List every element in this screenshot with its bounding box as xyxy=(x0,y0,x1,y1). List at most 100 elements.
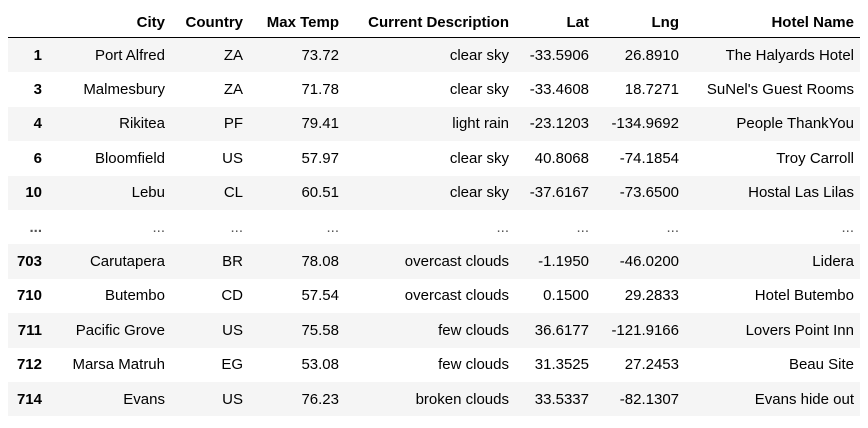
row-index: 10 xyxy=(25,184,42,202)
city-cell: Lebu xyxy=(131,184,165,202)
hotel-name-cell: Beau Site xyxy=(788,356,854,374)
lng-cell: -73.6500 xyxy=(619,184,679,202)
lat-cell: -33.5906 xyxy=(529,46,589,64)
max-temp-cell: 78.08 xyxy=(301,253,339,271)
table-row: 710 Butembo CD 57.54 overcast clouds 0.1… xyxy=(8,278,860,314)
hotel-name-column-header: Hotel Name xyxy=(685,7,860,38)
row-index: 3 xyxy=(33,81,42,99)
lat-cell: 0.1500 xyxy=(543,287,589,305)
lat-column-header: Lat xyxy=(515,7,595,38)
city-cell: Port Alfred xyxy=(94,46,165,64)
table-row: 4 Rikitea PF 79.41 light rain -23.1203 -… xyxy=(8,106,860,142)
table-row: 10 Lebu CL 60.51 clear sky -37.6167 -73.… xyxy=(8,175,860,210)
country-cell: ZA xyxy=(223,81,243,99)
dataframe-output: City Country Max Temp Current Descriptio… xyxy=(8,7,860,417)
max-temp-cell: 53.08 xyxy=(301,356,339,374)
country-cell: ZA xyxy=(223,46,243,64)
max-temp-cell: 57.54 xyxy=(301,287,339,305)
city-column-header: City xyxy=(56,7,171,38)
country-cell: US xyxy=(222,321,243,339)
description-cell: few clouds xyxy=(438,356,509,374)
lat-cell: 31.3525 xyxy=(534,356,589,374)
lng-cell: 29.2833 xyxy=(624,287,679,305)
lat-cell: -33.4608 xyxy=(529,81,589,99)
lng-cell: -74.1854 xyxy=(619,149,679,167)
index-column-header xyxy=(8,7,56,38)
row-index: 714 xyxy=(16,390,42,408)
table-row: 6 Bloomfield US 57.97 clear sky 40.8068 … xyxy=(8,141,860,176)
description-cell: clear sky xyxy=(449,149,509,167)
row-index: 712 xyxy=(16,356,42,374)
city-cell: Pacific Grove xyxy=(75,321,165,339)
country-cell: PF xyxy=(223,115,243,133)
table-row: 712 Marsa Matruh EG 53.08 few clouds 31.… xyxy=(8,347,860,382)
city-cell: Malmesbury xyxy=(83,81,165,99)
country-cell: BR xyxy=(222,253,243,271)
hotel-name-cell: Lovers Point Inn xyxy=(745,321,854,339)
lat-cell: -23.1203 xyxy=(529,115,589,133)
hotel-dataframe-table: City Country Max Temp Current Descriptio… xyxy=(8,7,860,417)
max-temp-cell: 76.23 xyxy=(301,390,339,408)
lat-cell: -1.1950 xyxy=(538,253,589,271)
city-cell: Evans xyxy=(123,390,165,408)
lng-cell: -121.9166 xyxy=(611,321,679,339)
max-temp-column-header: Max Temp xyxy=(249,7,345,38)
lng-cell: -46.0200 xyxy=(619,253,679,271)
city-cell: Bloomfield xyxy=(94,149,165,167)
table-row: 711 Pacific Grove US 75.58 few clouds 36… xyxy=(8,313,860,348)
description-cell: ... xyxy=(496,218,509,236)
lat-cell: 40.8068 xyxy=(534,149,589,167)
hotel-name-cell: Hostal Las Lilas xyxy=(748,184,854,202)
city-cell: Butembo xyxy=(104,287,165,305)
country-cell: US xyxy=(222,149,243,167)
country-cell: CL xyxy=(223,184,243,202)
description-cell: clear sky xyxy=(449,81,509,99)
hotel-name-cell: Hotel Butembo xyxy=(754,287,854,305)
row-index: 703 xyxy=(16,253,42,271)
hotel-name-cell: ... xyxy=(841,218,854,236)
city-cell: ... xyxy=(152,218,165,236)
description-cell: clear sky xyxy=(449,46,509,64)
table-row: 3 Malmesbury ZA 71.78 clear sky -33.4608… xyxy=(8,72,860,107)
hotel-name-cell: Evans hide out xyxy=(754,390,854,408)
lng-cell: 27.2453 xyxy=(624,356,679,374)
city-cell: Marsa Matruh xyxy=(72,356,165,374)
max-temp-cell: ... xyxy=(326,218,339,236)
lat-cell: -37.6167 xyxy=(529,184,589,202)
table-row: 1 Port Alfred ZA 73.72 clear sky -33.590… xyxy=(8,37,860,73)
row-index: 710 xyxy=(16,287,42,305)
hotel-name-cell: Lidera xyxy=(812,253,854,271)
country-cell: CD xyxy=(221,287,243,305)
lng-cell: -134.9692 xyxy=(611,115,679,133)
lng-cell: ... xyxy=(666,218,679,236)
lng-cell: -82.1307 xyxy=(619,390,679,408)
max-temp-cell: 57.97 xyxy=(301,149,339,167)
description-cell: broken clouds xyxy=(415,390,509,408)
truncated-rows-ellipsis: ... ... ... ... ... ... ... ... xyxy=(8,209,860,245)
description-cell: overcast clouds xyxy=(404,253,509,271)
max-temp-cell: 75.58 xyxy=(301,321,339,339)
table-header-row: City Country Max Temp Current Descriptio… xyxy=(8,7,860,38)
max-temp-cell: 71.78 xyxy=(301,81,339,99)
row-index: 711 xyxy=(17,321,42,339)
country-column-header: Country xyxy=(171,7,249,38)
hotel-name-cell: People ThankYou xyxy=(736,115,854,133)
max-temp-cell: 79.41 xyxy=(301,115,339,133)
city-cell: Carutapera xyxy=(89,253,165,271)
description-cell: clear sky xyxy=(449,184,509,202)
city-cell: Rikitea xyxy=(119,115,165,133)
current-description-column-header: Current Description xyxy=(345,7,515,38)
max-temp-cell: 73.72 xyxy=(301,46,339,64)
max-temp-cell: 60.51 xyxy=(301,184,339,202)
table-row: 703 Carutapera BR 78.08 overcast clouds … xyxy=(8,244,860,279)
lat-cell: ... xyxy=(576,218,589,236)
lng-cell: 18.7271 xyxy=(624,81,679,99)
hotel-name-cell: The Halyards Hotel xyxy=(725,46,854,64)
country-cell: ... xyxy=(230,218,243,236)
row-index: ... xyxy=(29,218,42,236)
description-cell: overcast clouds xyxy=(404,287,509,305)
lng-cell: 26.8910 xyxy=(624,46,679,64)
description-cell: light rain xyxy=(452,115,509,133)
row-index: 4 xyxy=(33,115,42,133)
hotel-name-cell: Troy Carroll xyxy=(776,149,854,167)
